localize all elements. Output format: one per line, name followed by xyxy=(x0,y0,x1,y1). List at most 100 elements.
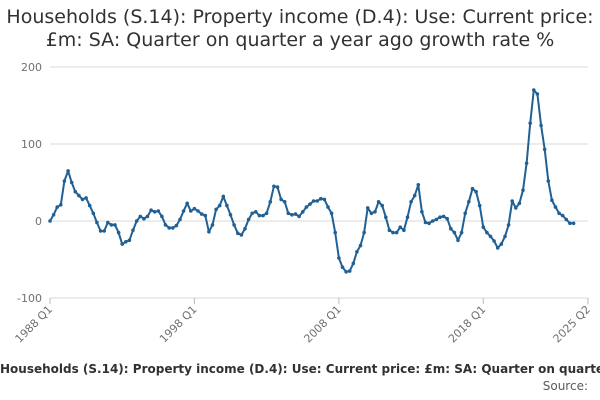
data-point[interactable] xyxy=(546,179,551,183)
data-point[interactable] xyxy=(109,223,114,227)
data-point[interactable] xyxy=(214,207,218,212)
data-point[interactable] xyxy=(268,200,273,204)
data-point[interactable] xyxy=(416,183,421,187)
data-point[interactable] xyxy=(560,213,565,218)
data-point[interactable] xyxy=(102,229,106,233)
data-point[interactable] xyxy=(124,240,128,244)
data-point[interactable] xyxy=(434,217,439,222)
data-point[interactable] xyxy=(449,226,453,231)
data-point[interactable] xyxy=(398,225,403,229)
data-point[interactable] xyxy=(308,202,312,206)
data-point[interactable] xyxy=(217,203,222,208)
data-point[interactable] xyxy=(477,203,482,208)
data-point[interactable] xyxy=(98,229,103,233)
data-point[interactable] xyxy=(528,121,532,125)
data-point[interactable] xyxy=(322,197,327,202)
data-point[interactable] xyxy=(120,242,124,246)
data-point[interactable] xyxy=(499,242,504,246)
data-point[interactable] xyxy=(149,208,153,212)
data-point[interactable] xyxy=(286,211,291,216)
data-point[interactable] xyxy=(199,212,204,216)
data-point[interactable] xyxy=(351,261,356,266)
data-point[interactable] xyxy=(254,210,258,214)
data-point[interactable] xyxy=(196,209,200,213)
data-point[interactable] xyxy=(185,201,189,206)
data-point[interactable] xyxy=(293,212,298,216)
data-point[interactable] xyxy=(564,217,569,222)
data-point[interactable] xyxy=(319,196,323,201)
data-point[interactable] xyxy=(250,211,254,216)
data-point[interactable] xyxy=(405,215,410,219)
data-point[interactable] xyxy=(178,217,182,222)
data-point[interactable] xyxy=(189,209,193,213)
data-point[interactable] xyxy=(365,206,370,210)
data-point[interactable] xyxy=(62,179,67,183)
data-point[interactable] xyxy=(69,180,74,185)
data-point[interactable] xyxy=(542,147,547,152)
data-point[interactable] xyxy=(492,239,496,243)
data-point[interactable] xyxy=(228,213,233,217)
data-point[interactable] xyxy=(138,214,143,219)
data-point[interactable] xyxy=(66,169,70,173)
data-point[interactable] xyxy=(131,228,135,232)
data-point[interactable] xyxy=(152,210,157,214)
data-point[interactable] xyxy=(535,92,540,96)
data-point[interactable] xyxy=(488,234,493,239)
data-point[interactable] xyxy=(203,213,208,218)
data-point[interactable] xyxy=(142,216,146,221)
data-point[interactable] xyxy=(181,209,186,213)
data-point[interactable] xyxy=(568,221,572,226)
data-point[interactable] xyxy=(384,215,388,219)
data-point[interactable] xyxy=(264,211,269,216)
data-point[interactable] xyxy=(290,213,294,217)
data-point[interactable] xyxy=(95,220,99,225)
data-point[interactable] xyxy=(225,203,229,208)
data-point[interactable] xyxy=(192,206,197,211)
data-point[interactable] xyxy=(550,198,554,202)
data-point[interactable] xyxy=(553,205,558,209)
data-point[interactable] xyxy=(474,189,478,194)
data-point[interactable] xyxy=(481,225,486,229)
data-point[interactable] xyxy=(163,223,168,227)
data-point[interactable] xyxy=(358,243,363,248)
data-point[interactable] xyxy=(369,211,374,216)
data-point[interactable] xyxy=(246,217,251,222)
data-point[interactable] xyxy=(510,199,514,203)
data-point[interactable] xyxy=(127,238,132,243)
data-point[interactable] xyxy=(239,233,244,237)
data-point[interactable] xyxy=(73,189,78,194)
data-point[interactable] xyxy=(91,211,96,216)
data-point[interactable] xyxy=(304,205,309,209)
data-point[interactable] xyxy=(80,197,85,202)
data-point[interactable] xyxy=(232,223,236,227)
data-point[interactable] xyxy=(430,219,435,223)
data-point[interactable] xyxy=(376,200,381,204)
data-point[interactable] xyxy=(113,223,117,227)
data-point[interactable] xyxy=(456,238,460,243)
data-point[interactable] xyxy=(77,193,81,198)
data-point[interactable] xyxy=(409,200,413,204)
data-point[interactable] xyxy=(438,215,442,219)
data-point[interactable] xyxy=(394,230,399,235)
data-point[interactable] xyxy=(171,226,175,230)
data-point[interactable] xyxy=(380,203,385,208)
data-point[interactable] xyxy=(210,223,215,227)
data-point[interactable] xyxy=(355,250,359,254)
data-point[interactable] xyxy=(459,230,464,235)
data-point[interactable] xyxy=(156,209,161,213)
data-point[interactable] xyxy=(236,231,240,236)
data-point[interactable] xyxy=(243,226,247,231)
data-point[interactable] xyxy=(174,223,179,228)
data-point[interactable] xyxy=(311,199,316,203)
data-point[interactable] xyxy=(420,210,424,214)
data-point[interactable] xyxy=(333,230,338,235)
data-point[interactable] xyxy=(87,203,92,208)
data-point[interactable] xyxy=(514,206,518,210)
data-point[interactable] xyxy=(557,211,561,216)
data-point[interactable] xyxy=(134,219,139,223)
data-point[interactable] xyxy=(427,221,431,226)
data-point[interactable] xyxy=(463,211,468,216)
data-point[interactable] xyxy=(445,216,450,221)
data-point[interactable] xyxy=(315,199,320,203)
data-point[interactable] xyxy=(532,88,536,92)
